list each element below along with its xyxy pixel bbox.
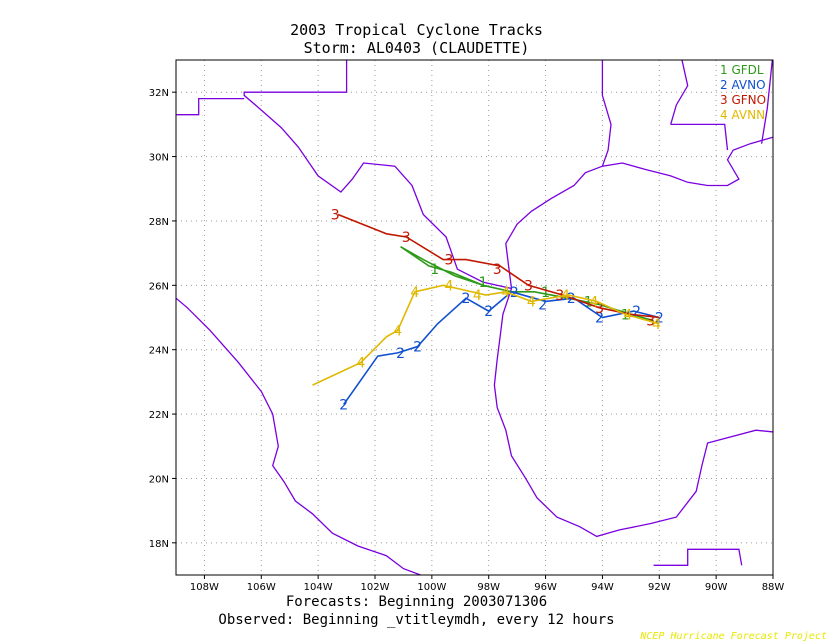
- track-line-avnn: [312, 284, 660, 386]
- track-marker-gfno: 3: [402, 230, 411, 246]
- caption-observed: Observed: Beginning _vtitleymdh, every 1…: [218, 612, 615, 628]
- track-line-gfdl: [400, 246, 654, 322]
- legend-entry-avno: 2 AVNO: [720, 78, 766, 92]
- track-line-gfno: [337, 213, 660, 319]
- track-marker-gfno: 3: [524, 278, 533, 294]
- coastline-segment: [493, 136, 773, 538]
- track-marker-gfdl: 1: [541, 285, 550, 301]
- track-marker-avnn: 4: [624, 307, 633, 323]
- tick-label-lat: 30N: [149, 153, 169, 164]
- coastline-segment: [772, 420, 773, 422]
- tick-label-lat: 18N: [149, 539, 169, 550]
- track-marker-avnn: 4: [501, 285, 510, 301]
- tick-label-lat: 24N: [149, 346, 169, 357]
- coastline-segment: [760, 60, 773, 144]
- tick-label-lat: 20N: [149, 474, 169, 485]
- map-frame: [175, 59, 774, 576]
- track-avnn: 4 4 4 4 4 4 4 4 4 4 4: [312, 278, 661, 386]
- coastline-segment: [176, 97, 245, 116]
- track-marker-avnn: 4: [444, 278, 453, 294]
- credit-text: NCEP Hurricane Forecast Project: [640, 631, 827, 642]
- grid-lines: [176, 60, 774, 575]
- legend-entry-gfno: 3 GFNO: [720, 93, 766, 107]
- tick-label-lat: 26N: [149, 281, 169, 292]
- tick-label-lon: 96W: [534, 582, 557, 593]
- tick-label-lat: 32N: [149, 88, 169, 99]
- coastline-segment: [670, 123, 729, 151]
- coastline: [176, 60, 773, 575]
- track-marker-avnn: 4: [410, 285, 419, 301]
- track-marker-avno: 2: [339, 397, 348, 413]
- caption-forecasts: Forecasts: Beginning 2003071306: [285, 594, 548, 610]
- track-marker-avnn: 4: [527, 294, 536, 310]
- legend-entry-gfdl: 1 GFDL: [720, 63, 764, 77]
- track-marker-avno: 2: [510, 285, 519, 301]
- coastline-segment: [653, 548, 743, 566]
- tick-label-lon: 88W: [762, 582, 785, 593]
- track-marker-avno: 2: [413, 339, 422, 355]
- coastline-segment: [601, 60, 612, 167]
- track-marker-avno: 2: [396, 346, 405, 362]
- track-marker-gfdl: 1: [479, 275, 488, 291]
- track-marker-gfno: 3: [493, 262, 502, 278]
- track-line-avno: [343, 290, 660, 405]
- track-gfdl: 1 1 1 1 1: [400, 246, 654, 323]
- tick-label-lon: 98W: [477, 582, 500, 593]
- track-marker-avno: 2: [595, 311, 604, 327]
- tick-label-lon: 94W: [591, 582, 614, 593]
- track-marker-avno: 2: [655, 311, 664, 327]
- axis-ticks: 108W 106W 104W 102W 100W 98W 96W 94W 92W 90W 88W 18…: [149, 88, 785, 593]
- chart-title-line2: Storm: AL0403 (CLAUDETTE): [303, 39, 530, 57]
- track-marker-gfno: 3: [331, 208, 340, 224]
- coastline-segment: [243, 60, 512, 290]
- track-marker-gfno: 3: [595, 301, 604, 317]
- track-marker-avno: 2: [632, 304, 641, 320]
- tick-label-lon: 106W: [247, 582, 276, 593]
- track-marker-avnn: 4: [589, 294, 598, 310]
- track-marker-avnn: 4: [473, 288, 482, 304]
- track-marker-gfno: 3: [444, 253, 453, 269]
- coastline-segment: [670, 60, 689, 125]
- track-marker-avnn: 4: [561, 288, 570, 304]
- track-marker-avno: 2: [538, 298, 547, 314]
- coastline-segment: [176, 297, 421, 575]
- tick-label-lat: 28N: [149, 217, 169, 228]
- track-marker-avnn: 4: [356, 356, 365, 372]
- track-marker-avno: 2: [462, 291, 471, 307]
- track-marker-avnn: 4: [393, 323, 402, 339]
- tick-label-lat: 22N: [149, 410, 169, 421]
- track-marker-gfdl: 1: [430, 262, 439, 278]
- track-marker-avnn: 4: [652, 317, 661, 333]
- legend-entry-avnn: 4 AVNN: [720, 108, 765, 122]
- tick-label-lon: 92W: [648, 582, 671, 593]
- tick-label-lon: 102W: [361, 582, 390, 593]
- tick-label-lon: 104W: [304, 582, 333, 593]
- tick-label-lon: 108W: [190, 582, 219, 593]
- tick-label-lon: 100W: [417, 582, 446, 593]
- track-marker-gfdl: 1: [584, 294, 593, 310]
- chart-title-line1: 2003 Tropical Cyclone Tracks: [290, 21, 543, 39]
- track-marker-avno: 2: [484, 304, 493, 320]
- track-marker-gfdl: 1: [621, 307, 630, 323]
- track-marker-avno: 2: [567, 291, 576, 307]
- tick-label-lon: 90W: [705, 582, 728, 593]
